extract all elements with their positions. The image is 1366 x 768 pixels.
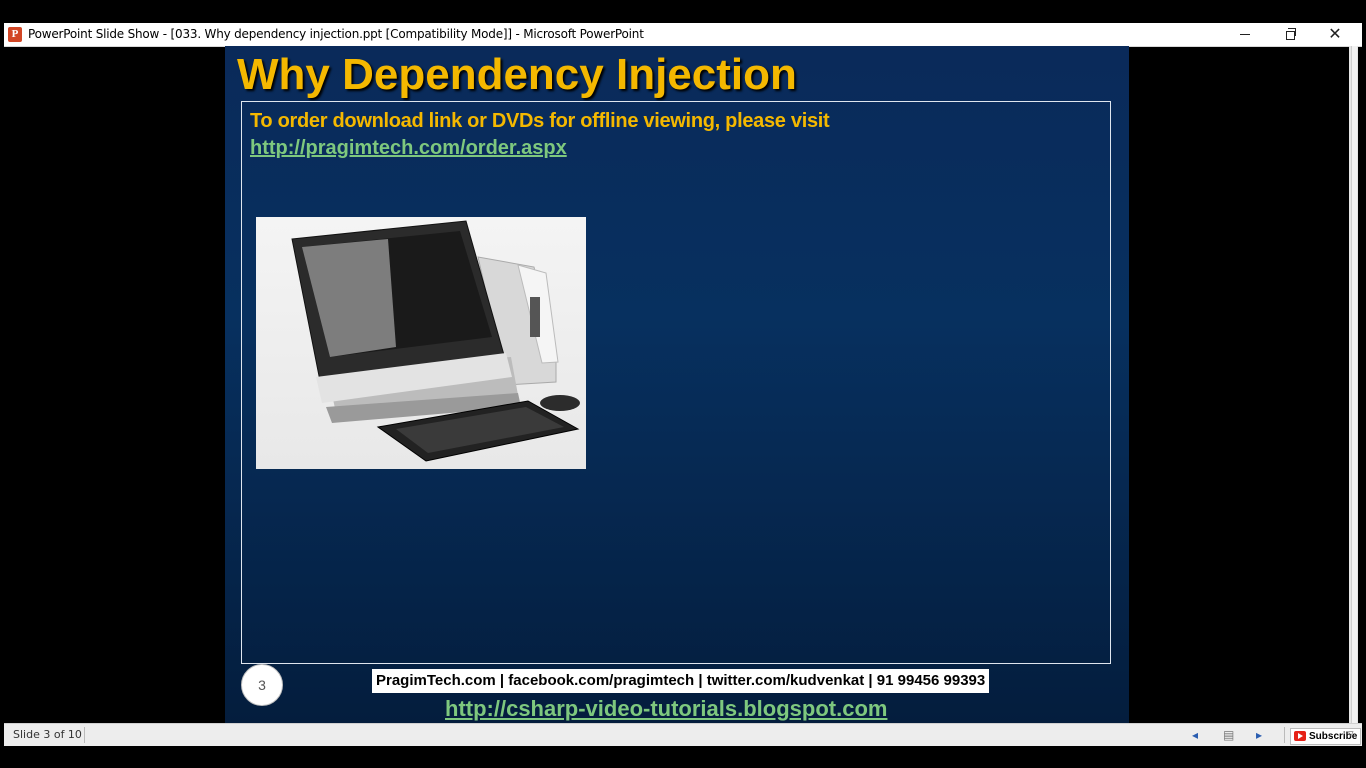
powerpoint-app-icon[interactable]: P (8, 27, 22, 42)
title-bar: P PowerPoint Slide Show - [033. Why depe… (4, 23, 1362, 47)
slide-title: Why Dependency Injection (237, 50, 797, 99)
minimize-button[interactable] (1223, 23, 1267, 46)
slide-number-badge: 3 (241, 664, 283, 706)
dropdown-icon[interactable]: ▿ (1348, 728, 1354, 740)
arrow-left-icon[interactable]: ◂ (1192, 728, 1199, 742)
order-link[interactable]: http://pragimtech.com/order.aspx (250, 137, 567, 159)
order-text: To order download link or DVDs for offli… (250, 110, 830, 132)
slide-canvas[interactable]: Why Dependency Injection To order downlo… (225, 46, 1129, 723)
side-strip-thumb (1351, 46, 1357, 723)
restore-button[interactable] (1268, 23, 1312, 46)
close-icon: ✕ (1328, 25, 1342, 43)
content-placeholder: To order download link or DVDs for offli… (241, 101, 1111, 664)
window-title: PowerPoint Slide Show - [033. Why depend… (28, 27, 644, 41)
desktop-computer-icon (291, 220, 580, 462)
restore-icon (1285, 28, 1296, 40)
status-separator (1284, 727, 1285, 743)
footer-contact-bar: PragimTech.com | facebook.com/pragimtech… (372, 669, 990, 693)
subscribe-button[interactable]: Subscribe (1290, 728, 1362, 745)
computer-image (256, 217, 586, 469)
status-separator (84, 727, 85, 743)
blog-link[interactable]: http://csharp-video-tutorials.blogspot.c… (445, 696, 888, 721)
status-bar: Slide 3 of 10 ◂ ▤ ▸ Subscribe ▿ (4, 723, 1362, 746)
slide-menu-icon[interactable]: ▤ (1223, 728, 1235, 742)
minimize-icon (1240, 34, 1250, 35)
close-button[interactable]: ✕ (1313, 23, 1357, 46)
slide-counter: Slide 3 of 10 (13, 728, 82, 741)
arrow-right-icon[interactable]: ▸ (1256, 728, 1263, 742)
